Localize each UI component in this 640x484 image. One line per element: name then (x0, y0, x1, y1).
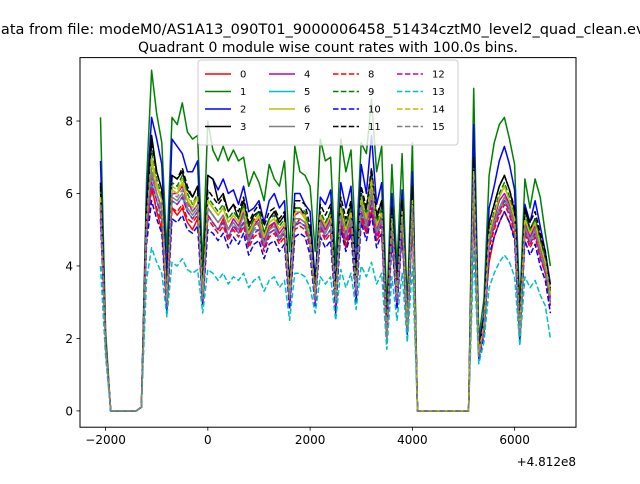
legend-label-13: 13 (432, 87, 445, 98)
legend-label-10: 10 (368, 105, 381, 116)
series-line-13 (99, 247, 552, 412)
legend-label-6: 6 (304, 105, 310, 116)
chart-title: Quadrant 0 module wise count rates with … (138, 40, 518, 56)
y-tick-label: 8 (65, 115, 73, 129)
y-tick-label: 2 (65, 332, 73, 346)
series-layer (99, 69, 552, 412)
axes-frame (79, 57, 577, 428)
legend-label-11: 11 (368, 122, 381, 133)
legend-label-15: 15 (432, 122, 445, 133)
x-tick-label: −2000 (85, 433, 126, 447)
legend-box (197, 59, 459, 146)
legend-label-4: 4 (304, 70, 310, 81)
x-tick-label: 0 (204, 433, 212, 447)
legend-label-2: 2 (240, 105, 246, 116)
legend-label-14: 14 (432, 105, 445, 116)
x-tick-label: 4000 (397, 433, 428, 447)
series-line-11 (99, 142, 552, 412)
legend-label-1: 1 (240, 87, 246, 98)
ticks-layer: −2000 0 2000 4000 6000 0 2 4 6 8 (65, 115, 530, 448)
legend-label-3: 3 (240, 122, 246, 133)
legend-label-8: 8 (368, 70, 374, 81)
y-tick-label: 6 (65, 187, 73, 201)
legend-label-9: 9 (368, 87, 374, 98)
x-offset-label: +4.812e8 (517, 455, 576, 469)
figure-suptitle: Data from file: modeM0/AS1A13_090T01_900… (0, 22, 640, 38)
legend-label-7: 7 (304, 122, 310, 133)
series-line-14 (99, 156, 552, 412)
y-tick-label: 4 (65, 259, 73, 273)
x-tick-label: 6000 (499, 433, 530, 447)
legend-label-0: 0 (240, 70, 246, 81)
legend-label-12: 12 (432, 70, 445, 81)
x-tick-label: 2000 (295, 433, 326, 447)
legend-label-5: 5 (304, 87, 310, 98)
y-tick-label: 0 (65, 404, 73, 418)
